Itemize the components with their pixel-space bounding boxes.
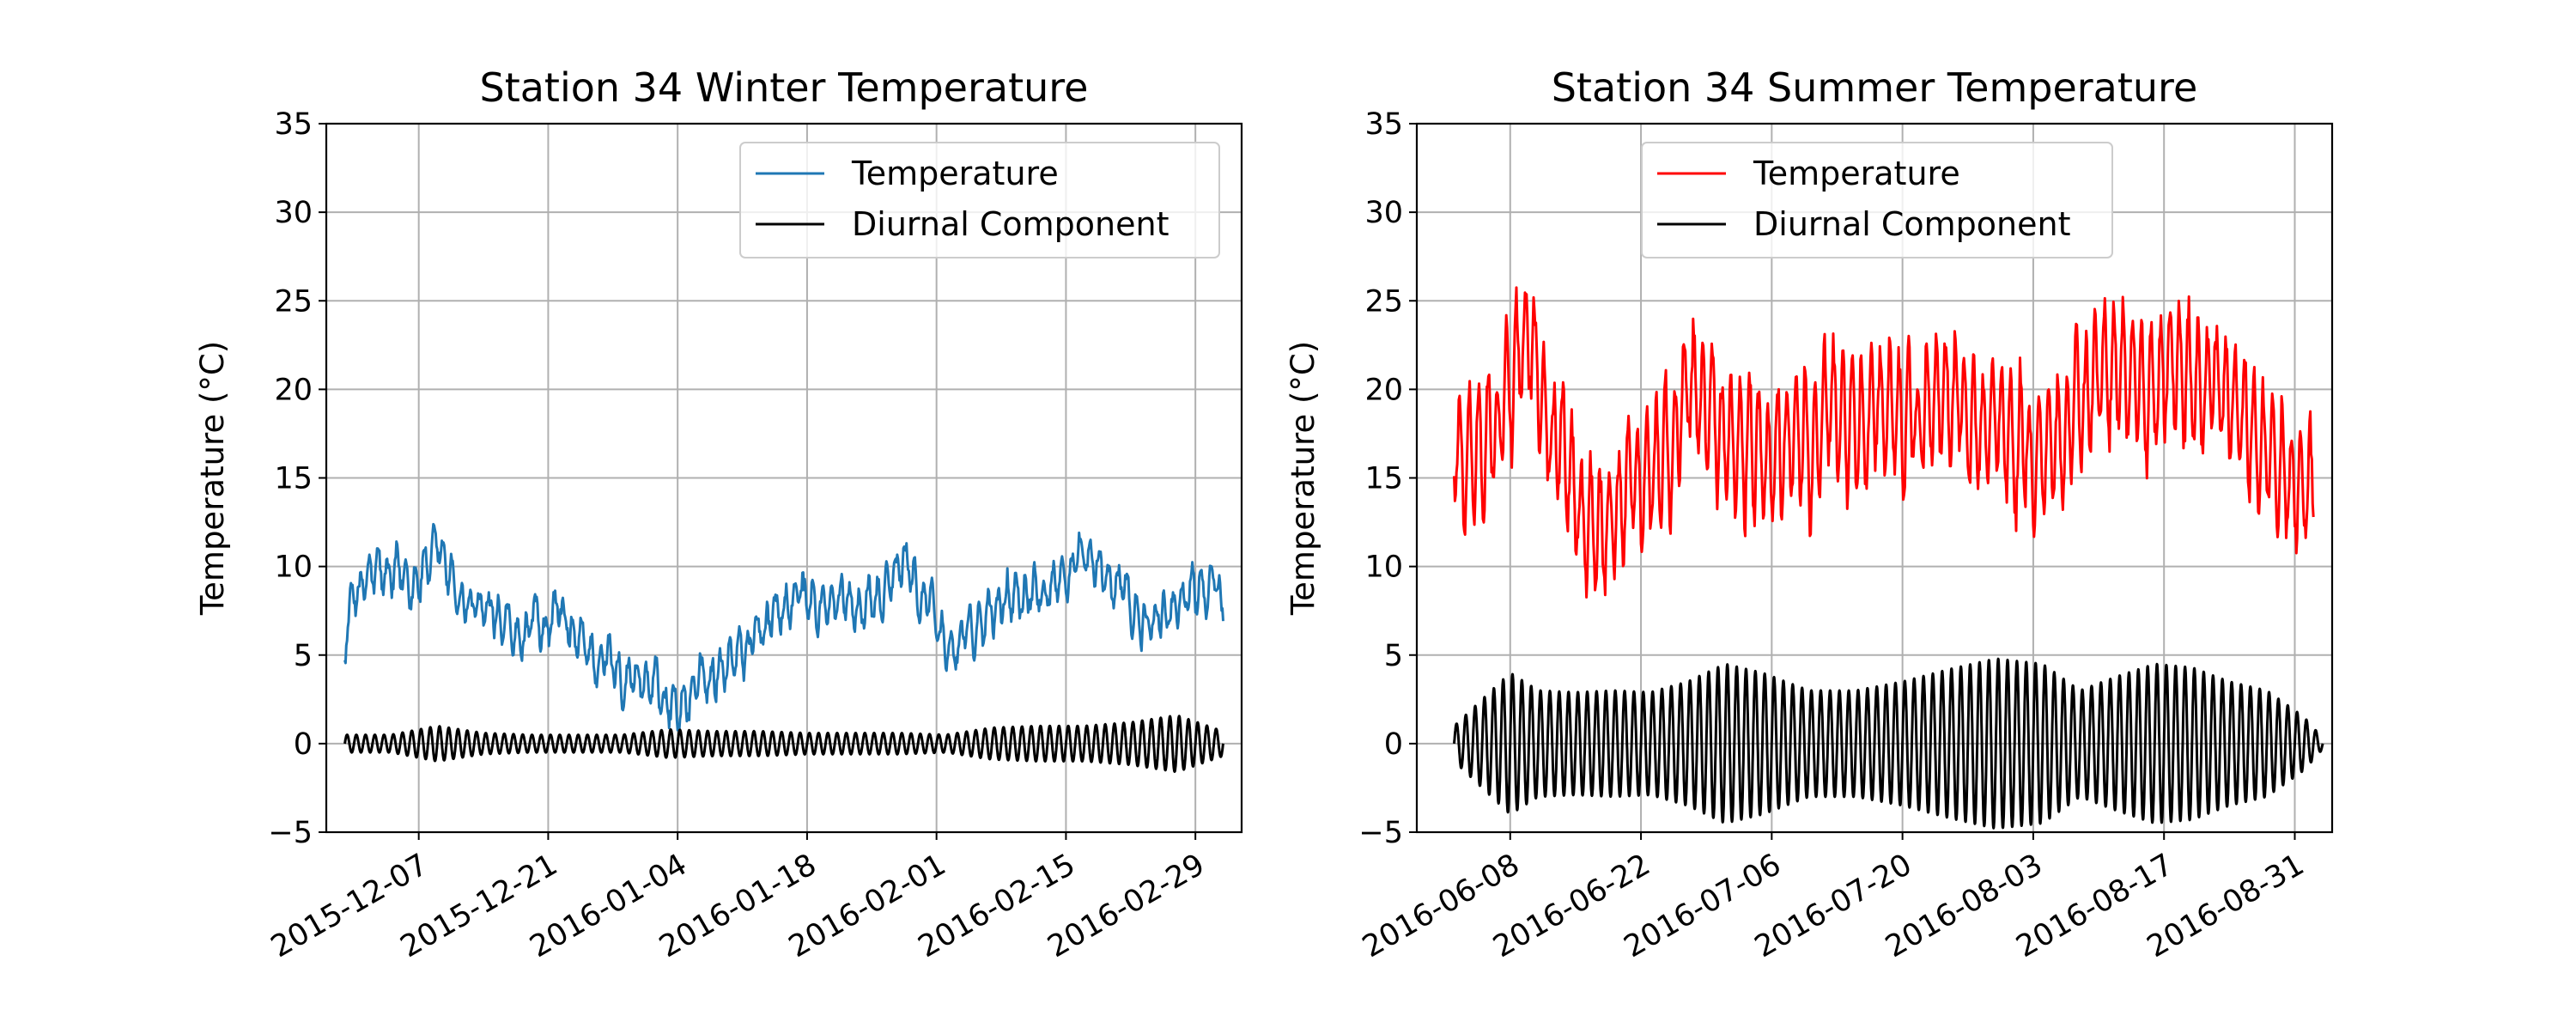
winter-legend-box	[739, 142, 1220, 258]
summer-ytick-label: 20	[1364, 373, 1403, 407]
summer-ytick-label: 30	[1364, 196, 1403, 230]
winter-data	[343, 522, 1224, 773]
winter-ytick-label: 25	[274, 284, 313, 319]
summer-chart-title: Station 34 Summer Temperature	[1552, 64, 2198, 111]
summer-ytick-label: 35	[1364, 107, 1403, 142]
summer-ytick-label: 25	[1364, 284, 1403, 319]
winter-ytick-label: 20	[274, 373, 313, 407]
winter-ytick-label: 10	[274, 550, 313, 585]
summer-temperature-line	[1453, 286, 2315, 599]
winter-ytick-label: 35	[274, 107, 313, 142]
summer-ytick-label: 15	[1364, 462, 1403, 496]
winter-y-axis-label: Temperature (°C)	[194, 341, 231, 616]
summer-ytick-label: 5	[1384, 639, 1403, 673]
winter-ytick-label: 15	[274, 462, 313, 496]
winter-ytick-label: −5	[268, 816, 313, 850]
winter-temperature-line	[343, 522, 1224, 733]
winter-chart-title: Station 34 Winter Temperature	[480, 64, 1089, 111]
summer-ytick-label: 10	[1364, 550, 1403, 585]
summer-legend-temperature-label: Temperature	[1753, 155, 1960, 192]
winter-legend-temperature-label: Temperature	[851, 155, 1059, 192]
summer-diurnal-line	[1453, 657, 2324, 830]
summer-legend: Temperature Diurnal Component	[1641, 142, 2113, 258]
summer-legend-diurnal-label: Diurnal Component	[1753, 205, 2070, 243]
summer-y-axis-label: Temperature (°C)	[1285, 341, 1321, 616]
winter-ytick-label: 30	[274, 196, 313, 230]
winter-diurnal-line	[343, 715, 1224, 773]
summer-ytick-label: 0	[1384, 727, 1403, 762]
winter-ytick-label: 0	[294, 727, 313, 762]
winter-legend-diurnal-label: Diurnal Component	[852, 205, 1169, 243]
winter-legend: Temperature Diurnal Component	[739, 142, 1220, 258]
summer-legend-box	[1641, 142, 2113, 258]
summer-ytick-label: −5	[1358, 816, 1403, 850]
winter-ytick-label: 5	[294, 639, 313, 673]
summer-data	[1453, 286, 2324, 830]
